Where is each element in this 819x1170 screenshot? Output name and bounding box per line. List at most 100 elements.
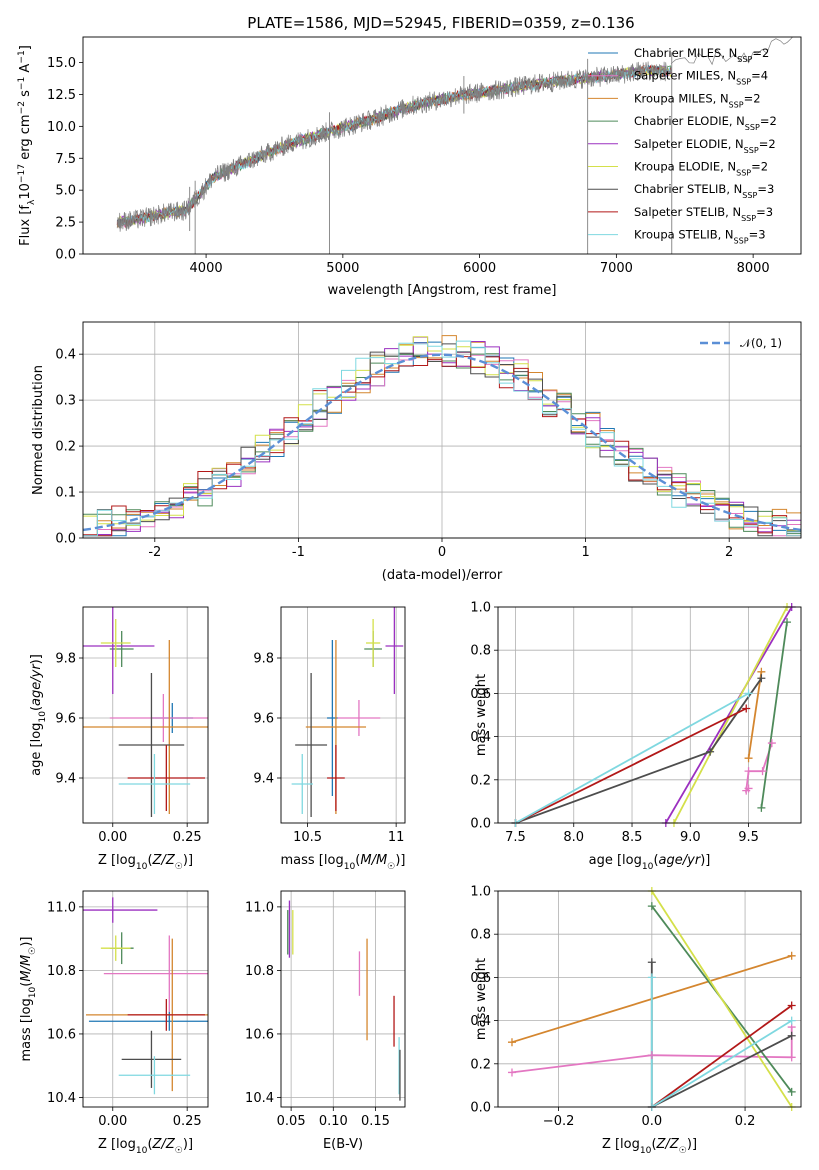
y-tick-label: 2.5 <box>55 216 76 231</box>
legend: 𝒩(0, 1) <box>700 336 782 350</box>
panel-spectrum: 4000 5000 6000 7000 8000 0.0 2.5 5.0 7.5 10.0 12.5… <box>17 36 802 298</box>
legend-entry: Kroupa MILES, NSSP=2 <box>634 91 761 109</box>
legend: Chabrier MILES, NSSP=2 Salpeter MILES, NS… <box>588 46 777 245</box>
errorbar-point <box>109 694 208 742</box>
mass-weight-marker <box>783 618 792 627</box>
panel-mass-vs-EBV: 0.05 0.10 0.15 10.4 10.6 10.8 11.0 E(B-V) <box>245 890 406 1152</box>
mass-weight-line <box>651 891 793 1107</box>
mass-weight-marker <box>507 1068 516 1077</box>
mass-weight-marker <box>742 786 751 795</box>
panel-mass-vs-Z: 0.00 0.25 10.4 10.6 10.8 11.0 Z [log10(Z/Z☉)] m… <box>19 890 209 1156</box>
y-tick-label: 10.4 <box>245 1091 274 1106</box>
mass-weight-line <box>651 1004 793 1107</box>
mass-weight-line <box>673 607 788 823</box>
legend-entry: Salpeter STELIB, NSSP=3 <box>634 205 773 223</box>
errorbar-point <box>121 1030 182 1088</box>
errorbar-point <box>291 754 313 814</box>
plot-area <box>116 37 794 254</box>
legend-entry: Kroupa STELIB, NSSP=3 <box>634 228 766 246</box>
mass-weight-line <box>515 692 750 823</box>
mass-weight-marker <box>742 704 751 713</box>
y-tick-label: 9.4 <box>253 772 274 787</box>
y-tick-label: 0.1 <box>55 486 76 501</box>
y-tick-label: 5.0 <box>55 184 76 199</box>
x-tick-label: 10.5 <box>293 830 322 845</box>
x-tick-label: 0.10 <box>319 1114 348 1129</box>
mass-weight-marker <box>744 689 753 698</box>
y-tick-label: 9.8 <box>253 652 274 667</box>
mass-weight-line <box>650 977 793 1107</box>
x-axis-label: E(B-V) <box>323 1137 363 1152</box>
axes-frame <box>497 890 802 1108</box>
axes-frame <box>82 321 802 539</box>
mass-weight-marker <box>767 739 776 748</box>
x-tick-label: 0.0 <box>641 1114 662 1129</box>
plot-area <box>287 900 401 1101</box>
mass-weight-line <box>515 677 763 823</box>
y-axis-label: mass weight <box>474 674 489 756</box>
y-tick-label: 10.6 <box>47 1027 76 1042</box>
x-tick-label: 11 <box>388 830 405 845</box>
axes-frame <box>82 890 209 1108</box>
x-tick-label: 0.00 <box>98 830 127 845</box>
x-tick-label: 1 <box>581 545 589 560</box>
chart-title: PLATE=1586, MJD=52945, FIBERID=0359, z=0… <box>247 14 634 32</box>
y-tick-label: 0.4 <box>55 348 76 363</box>
x-tick-label: −0.2 <box>543 1114 575 1129</box>
errorbar-point <box>385 607 404 694</box>
observed-spectrum-line <box>116 61 672 232</box>
mass-weight-marker <box>758 767 767 776</box>
x-tick-label: 0.2 <box>735 1114 756 1129</box>
mass-weight-marker <box>507 1038 516 1047</box>
y-tick-label: 0.0 <box>470 817 491 832</box>
y-tick-label: 0.4 <box>470 1014 491 1029</box>
mass-weight-marker <box>744 767 753 776</box>
x-axis-label: Z [log10(Z/Z☉)] <box>98 853 193 872</box>
x-tick-label: 0.25 <box>173 830 202 845</box>
mass-weight-marker <box>744 754 753 763</box>
y-tick-label: 0.2 <box>470 773 491 788</box>
y-tick-label: 15.0 <box>47 56 76 71</box>
y-axis-label: mass [log10(M/M☉)] <box>19 937 38 1062</box>
y-tick-label: 9.8 <box>55 652 76 667</box>
plot-area <box>291 607 404 817</box>
x-axis-label: Z [log10(Z/Z☉)] <box>602 1137 697 1156</box>
x-tick-label: 6000 <box>463 261 496 276</box>
y-tick-label: 9.6 <box>55 712 76 727</box>
x-tick-label: 9.0 <box>680 830 701 845</box>
normal-reference-curve <box>83 353 801 532</box>
mass-weight-marker <box>647 902 656 911</box>
x-tick-label: -2 <box>148 545 161 560</box>
y-tick-label: 0.3 <box>55 394 76 409</box>
legend-entry: Chabrier ELODIE, NSSP=2 <box>634 114 777 132</box>
y-tick-label: 0.0 <box>470 1101 491 1116</box>
x-tick-label: 9.5 <box>738 830 759 845</box>
axes-frame <box>280 890 406 1108</box>
errorbar-point <box>127 999 206 1031</box>
x-tick-label: 0.15 <box>361 1114 390 1129</box>
residual-histogram <box>83 340 801 538</box>
y-axis-label: age [log10(age/yr)] <box>29 654 48 776</box>
y-tick-label: 7.5 <box>55 152 76 167</box>
y-tick-label: 9.4 <box>55 772 76 787</box>
mass-weight-marker <box>647 973 656 982</box>
y-tick-label: 10.6 <box>245 1027 274 1042</box>
plot-area <box>83 335 801 538</box>
mass-weight-marker <box>787 1053 796 1062</box>
panel-age-vs-mass: 10.5 11 9.4 9.6 9.8 mass [log10(M/M☉)] <box>253 606 405 872</box>
errorbar-point <box>118 673 185 817</box>
residual-histogram <box>83 356 801 538</box>
x-tick-label: 7000 <box>600 261 633 276</box>
mass-weight-marker <box>647 1051 656 1060</box>
errorbar-point <box>366 619 381 667</box>
y-tick-label: 11.0 <box>245 900 274 915</box>
y-tick-label: 1.0 <box>470 601 491 616</box>
mass-weight-marker <box>647 958 656 967</box>
y-axis-label: Flux [fλ10−17 erg cm−2 s−1 A−1] <box>17 45 37 246</box>
legend-entry: Chabrier MILES, NSSP=2 <box>634 46 769 64</box>
y-tick-label: 0.8 <box>470 644 491 659</box>
mass-weight-line <box>747 671 763 759</box>
mass-weight-line <box>515 707 747 823</box>
errorbar-point <box>100 619 131 667</box>
